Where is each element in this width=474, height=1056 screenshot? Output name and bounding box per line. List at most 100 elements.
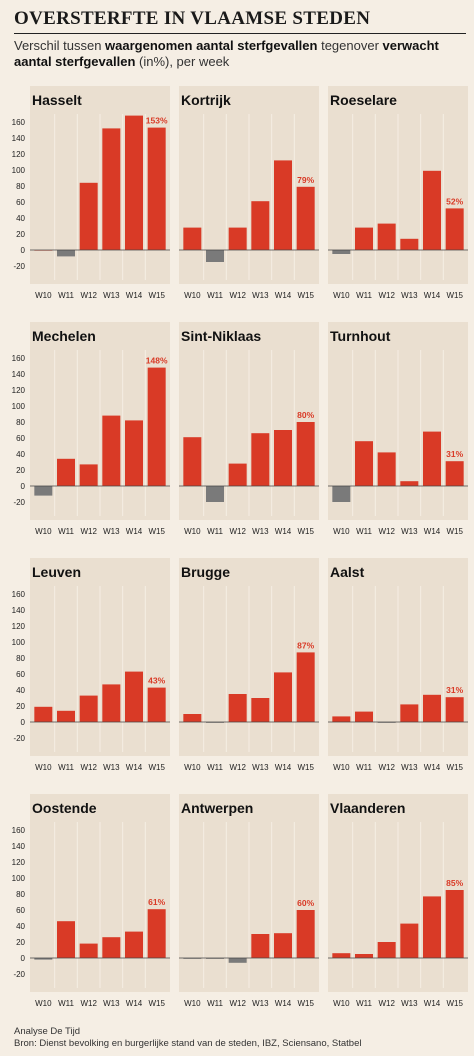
y-tick-label: 160 bbox=[12, 118, 26, 127]
x-tick-label: W10 bbox=[333, 291, 350, 300]
city-name-oostende: Oostende bbox=[32, 800, 97, 816]
x-tick-label: W11 bbox=[207, 763, 223, 772]
x-tick-label: W10 bbox=[184, 999, 201, 1008]
data-label-kortrijk: 79% bbox=[297, 175, 314, 185]
data-label-hasselt: 153% bbox=[146, 116, 168, 126]
y-tick-label: 60 bbox=[16, 670, 25, 679]
x-tick-label: W15 bbox=[148, 527, 165, 536]
bar-leuven-w10 bbox=[34, 706, 53, 722]
x-tick-label: W13 bbox=[103, 999, 120, 1008]
bar-leuven-w13 bbox=[102, 684, 121, 722]
bar-turnhout-w13 bbox=[400, 481, 419, 486]
bar-mechelen-w13 bbox=[102, 415, 121, 486]
city-name-vlaanderen: Vlaanderen bbox=[330, 800, 405, 816]
y-tick-label: 160 bbox=[12, 354, 26, 363]
bar-oostende-w10 bbox=[34, 958, 53, 960]
bar-roeselare-w12 bbox=[377, 223, 396, 250]
bar-sint-niklaas-w10 bbox=[183, 437, 202, 486]
x-tick-label: W10 bbox=[184, 527, 201, 536]
y-tick-label: 60 bbox=[16, 906, 25, 915]
title-rule bbox=[14, 33, 466, 34]
x-tick-label: W15 bbox=[148, 763, 165, 772]
x-tick-label: W12 bbox=[229, 291, 246, 300]
bar-mechelen-w11 bbox=[57, 458, 75, 486]
y-tick-label: 0 bbox=[21, 718, 26, 727]
bar-turnhout-w10 bbox=[332, 486, 351, 502]
bar-antwerpen-w14 bbox=[274, 933, 292, 958]
bar-kortrijk-w15 bbox=[296, 186, 315, 250]
x-tick-label: W13 bbox=[252, 291, 269, 300]
panel-oostende: Oostende 160 140 120 100 80 60 40 20 0 -20 W10 W11 W1… bbox=[12, 794, 170, 1008]
data-label-oostende: 61% bbox=[148, 897, 165, 907]
bar-sint-niklaas-w14 bbox=[274, 430, 292, 486]
x-tick-label: W13 bbox=[103, 527, 120, 536]
bar-antwerpen-w11 bbox=[206, 958, 224, 959]
panel-aalst: Aalst W10 W11 W12 W13 W14 W15 31% bbox=[328, 558, 468, 772]
city-name-mechelen: Mechelen bbox=[32, 328, 96, 344]
panel-sint-niklaas: Sint-Niklaas W10 W11 W12 W13 W14 W15 80% bbox=[179, 322, 319, 536]
bar-turnhout-w12 bbox=[377, 452, 396, 486]
x-tick-label: W15 bbox=[297, 999, 314, 1008]
x-tick-label: W15 bbox=[446, 291, 463, 300]
bar-antwerpen-w10 bbox=[183, 958, 202, 959]
y-tick-label: 140 bbox=[12, 370, 26, 379]
x-tick-label: W11 bbox=[356, 763, 372, 772]
bar-roeselare-w11 bbox=[355, 227, 373, 250]
y-tick-label: 20 bbox=[16, 230, 25, 239]
bar-hasselt-w14 bbox=[125, 115, 143, 250]
city-name-sint-niklaas: Sint-Niklaas bbox=[181, 328, 261, 344]
bar-aalst-w15 bbox=[445, 697, 464, 722]
x-tick-label: W13 bbox=[401, 527, 418, 536]
panel-brugge: Brugge W10 W11 W12 W13 W14 W15 87% bbox=[179, 558, 319, 772]
x-tick-label: W10 bbox=[333, 999, 350, 1008]
y-tick-label: 140 bbox=[12, 842, 26, 851]
x-tick-label: W11 bbox=[58, 763, 74, 772]
bar-turnhout-w15 bbox=[445, 461, 464, 486]
bar-vlaanderen-w13 bbox=[400, 923, 419, 958]
x-tick-label: W14 bbox=[275, 763, 292, 772]
x-tick-label: W12 bbox=[80, 527, 97, 536]
x-tick-label: W13 bbox=[401, 763, 418, 772]
x-tick-label: W11 bbox=[207, 291, 223, 300]
y-tick-label: 80 bbox=[16, 418, 25, 427]
x-tick-label: W10 bbox=[184, 291, 201, 300]
x-tick-label: W15 bbox=[297, 291, 314, 300]
bar-turnhout-w11 bbox=[355, 441, 373, 486]
y-tick-label: 80 bbox=[16, 654, 25, 663]
x-tick-label: W11 bbox=[207, 999, 223, 1008]
y-tick-label: 40 bbox=[16, 450, 25, 459]
bar-oostende-w11 bbox=[57, 921, 75, 958]
city-name-turnhout: Turnhout bbox=[330, 328, 391, 344]
panel-antwerpen: Antwerpen W10 W11 W12 W13 W14 W15 60% bbox=[179, 794, 319, 1008]
city-name-roeselare: Roeselare bbox=[330, 92, 397, 108]
y-tick-label: 140 bbox=[12, 606, 26, 615]
x-tick-label: W10 bbox=[35, 763, 52, 772]
x-tick-label: W15 bbox=[446, 763, 463, 772]
x-tick-label: W14 bbox=[424, 291, 441, 300]
bar-kortrijk-w11 bbox=[206, 250, 224, 262]
panel-hasselt: Hasselt 160 140 120 100 80 60 40 20 0 -20 W10 W11 W12… bbox=[12, 86, 170, 300]
bar-brugge-w15 bbox=[296, 652, 315, 722]
data-label-turnhout: 31% bbox=[446, 449, 463, 459]
bar-vlaanderen-w12 bbox=[377, 942, 396, 958]
bar-roeselare-w10 bbox=[332, 250, 351, 254]
bar-hasselt-w13 bbox=[102, 128, 121, 250]
y-tick-label: 80 bbox=[16, 182, 25, 191]
y-tick-label: 160 bbox=[12, 590, 26, 599]
bar-oostende-w13 bbox=[102, 937, 121, 958]
y-tick-label: 120 bbox=[12, 386, 26, 395]
bar-aalst-w10 bbox=[332, 716, 351, 722]
subtitle-part-2: tegenover bbox=[317, 38, 383, 53]
x-tick-label: W15 bbox=[148, 291, 165, 300]
bar-mechelen-w15 bbox=[147, 367, 166, 486]
y-tick-label: 60 bbox=[16, 434, 25, 443]
bar-kortrijk-w13 bbox=[251, 201, 270, 250]
x-tick-label: W15 bbox=[297, 763, 314, 772]
bar-brugge-w10 bbox=[183, 714, 202, 722]
y-tick-label: 0 bbox=[21, 246, 26, 255]
subtitle-bold-expected: verwacht aantal sterfgevallen bbox=[14, 38, 439, 69]
x-tick-label: W10 bbox=[333, 763, 350, 772]
x-tick-label: W14 bbox=[275, 527, 292, 536]
subtitle: Verschil tussen waargenomen aantal sterf… bbox=[14, 38, 464, 70]
